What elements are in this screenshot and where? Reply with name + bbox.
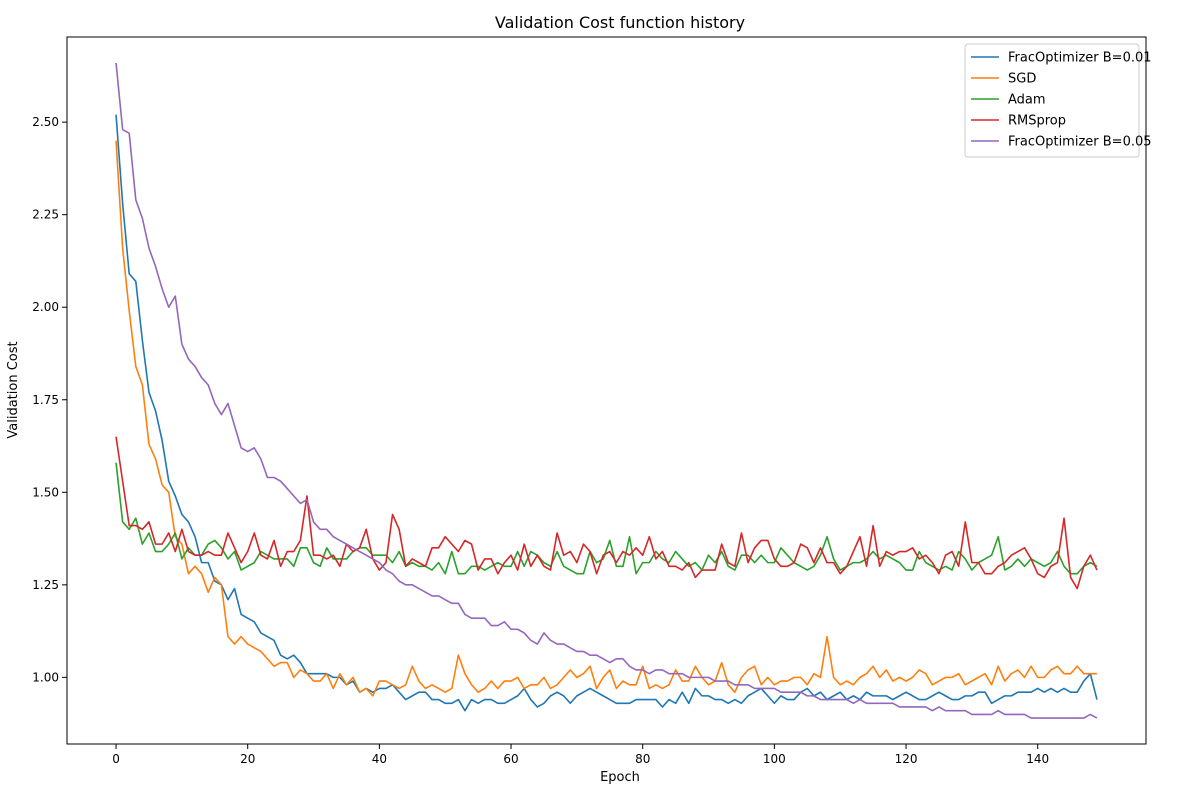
y-tick-label: 2.50 xyxy=(32,115,59,129)
x-tick-label: 140 xyxy=(1026,752,1049,766)
x-tick-label: 40 xyxy=(372,752,387,766)
x-tick-label: 0 xyxy=(112,752,120,766)
y-tick-label: 2.00 xyxy=(32,300,59,314)
legend-label-2: Adam xyxy=(1008,93,1046,108)
x-tick-label: 80 xyxy=(635,752,650,766)
chart-title: Validation Cost function history xyxy=(495,13,745,32)
legend: FracOptimizer B=0.01 SGD Adam RMSprop FracOp… xyxy=(964,43,1152,158)
y-tick-label: 1.50 xyxy=(32,485,59,499)
legend-box xyxy=(964,43,1140,158)
x-axis-label: Epoch xyxy=(600,770,640,785)
x-tick-label: 100 xyxy=(763,752,786,766)
series-line-3 xyxy=(115,436,1098,590)
legend-label-3: RMSprop xyxy=(1008,114,1066,129)
x-tick-label: 20 xyxy=(240,752,255,766)
series-line-1 xyxy=(115,140,1097,697)
y-tick-label: 1.25 xyxy=(32,578,59,592)
legend-label-0: FracOptimizer B=0.01 xyxy=(1008,51,1152,66)
y-tick-label: 1.00 xyxy=(32,670,59,684)
series-layer xyxy=(115,62,1098,719)
x-tick-label: 120 xyxy=(895,752,918,766)
y-tick-label: 1.75 xyxy=(32,393,59,407)
y-axis-label: Validation Cost xyxy=(6,341,21,438)
series-line-4 xyxy=(115,62,1098,719)
plot-frame xyxy=(66,36,1147,745)
legend-label-1: SGD xyxy=(1008,72,1036,87)
legend-label-4: FracOptimizer B=0.05 xyxy=(1008,135,1152,150)
y-axis-ticks: 1.00 1.25 1.50 1.75 2.00 2.25 2.50 xyxy=(32,115,67,684)
x-axis-ticks: 0 20 40 60 80 100 120 140 xyxy=(112,744,1049,766)
x-tick-label: 60 xyxy=(503,752,518,766)
series-line-0 xyxy=(115,114,1098,712)
y-tick-label: 2.25 xyxy=(32,208,59,222)
